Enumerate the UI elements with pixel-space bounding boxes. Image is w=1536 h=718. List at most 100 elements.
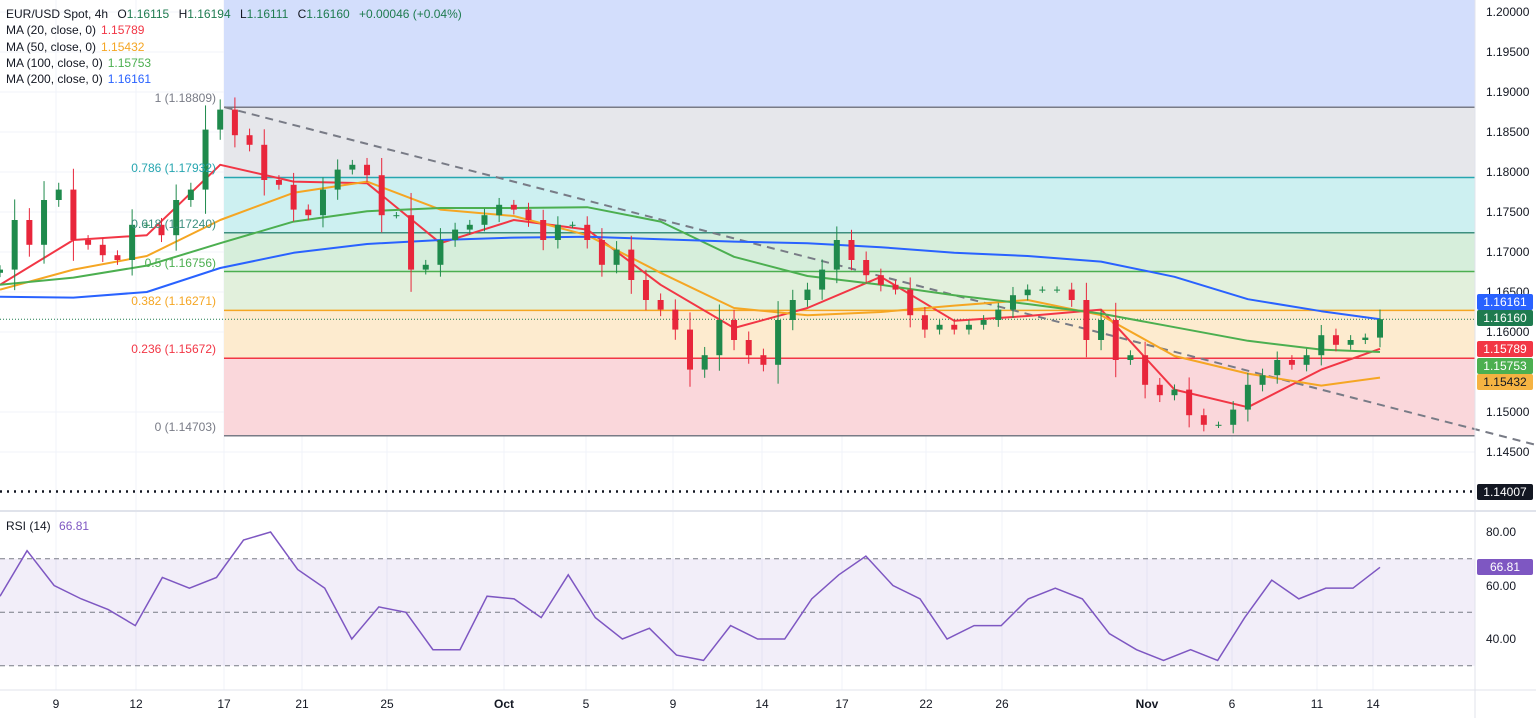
- candle: [1068, 282, 1075, 307]
- symbol-ohlc-row: EUR/USD Spot, 4h O1.16115 H1.16194 L1.16…: [6, 6, 462, 22]
- candle: [672, 299, 679, 340]
- ma-line-ma-200: [0, 235, 1381, 321]
- candle: [496, 197, 503, 223]
- candle: [980, 315, 987, 330]
- candle: [716, 304, 723, 371]
- time-axis-label: 26: [995, 697, 1009, 711]
- price-axis-label: 1.19500: [1486, 45, 1530, 59]
- ma-label: MA (200, close, 0): [6, 72, 103, 87]
- time-axis-label: 12: [129, 697, 143, 711]
- candle: [437, 228, 444, 277]
- open-label: O: [117, 7, 127, 21]
- time-axis-label: Nov: [1135, 697, 1159, 711]
- fib-level-label: 0.618 (1.17240): [131, 216, 216, 231]
- candle-body: [11, 220, 18, 270]
- candle: [334, 159, 341, 200]
- time-axis-label: 14: [755, 697, 769, 711]
- symbol-label[interactable]: EUR/USD Spot, 4h: [6, 7, 109, 21]
- candle: [584, 216, 591, 249]
- price-badge: 1.15789: [1477, 341, 1533, 357]
- candle: [1156, 377, 1163, 403]
- time-axis-label: Oct: [493, 697, 515, 711]
- price-axis-label: 1.17000: [1486, 245, 1530, 259]
- candle: [863, 251, 870, 284]
- candle: [1186, 377, 1193, 428]
- rsi-axis-label: 40.00: [1486, 632, 1517, 646]
- candle-body: [775, 320, 782, 365]
- candle-body: [907, 289, 914, 316]
- rsi-label[interactable]: RSI (14): [6, 519, 51, 533]
- candle-body: [496, 204, 503, 216]
- ma-legend-row[interactable]: MA (100, close, 0) 1.15753: [6, 55, 462, 71]
- candle: [1054, 286, 1061, 293]
- candle-body: [364, 164, 371, 176]
- candle-body: [1259, 375, 1266, 385]
- candle-body: [877, 275, 884, 285]
- low-label: L: [239, 7, 247, 21]
- candle-body: [1054, 289, 1061, 291]
- candle: [1230, 401, 1237, 434]
- candle: [936, 319, 943, 335]
- fib-zone: [224, 358, 1475, 436]
- price-axis-label: 1.15000: [1486, 405, 1530, 419]
- candle-body: [1186, 389, 1193, 416]
- candle-body: [1362, 337, 1369, 340]
- candle: [231, 97, 238, 148]
- candle-body: [1098, 320, 1105, 340]
- candle: [173, 184, 180, 251]
- candle-body: [1230, 409, 1237, 425]
- candle-body: [481, 215, 488, 225]
- ma-legend-row[interactable]: MA (200, close, 0) 1.16161: [6, 71, 462, 87]
- candle: [99, 237, 106, 263]
- candle-body: [554, 224, 561, 240]
- candle-body: [70, 189, 77, 240]
- candle: [129, 209, 136, 276]
- candle-body: [701, 355, 708, 370]
- candle: [70, 168, 77, 261]
- open-value: 1.16115: [126, 7, 170, 21]
- low-value: 1.16111: [246, 7, 289, 21]
- candle-body: [99, 244, 106, 256]
- candle-body: [231, 109, 238, 136]
- time-axis-label: 25: [380, 697, 394, 711]
- candle: [114, 250, 121, 265]
- candle-body: [951, 324, 958, 330]
- candle: [393, 212, 400, 219]
- candle-body: [26, 220, 33, 245]
- candle-body: [833, 240, 840, 270]
- candle-body: [41, 200, 48, 245]
- ma-value: 1.15753: [107, 55, 152, 70]
- ma-legend-row[interactable]: MA (20, close, 0) 1.15789: [6, 22, 462, 38]
- price-axis-label: 1.20000: [1486, 5, 1530, 19]
- candle: [1024, 284, 1031, 301]
- candle-body: [584, 224, 591, 240]
- candle: [510, 199, 517, 215]
- time-axis-label: 17: [217, 697, 231, 711]
- ma-line-ma-50: [0, 180, 1381, 387]
- candle-body: [657, 300, 664, 310]
- candle: [525, 202, 532, 227]
- high-value: 1.16194: [187, 7, 231, 21]
- price-badge: 1.15753: [1477, 358, 1533, 374]
- candle: [261, 129, 268, 196]
- candle: [1377, 309, 1383, 348]
- candle: [408, 192, 415, 292]
- candle-body: [290, 184, 297, 210]
- candle: [1244, 372, 1251, 422]
- ma-legend-row[interactable]: MA (50, close, 0) 1.15432: [6, 39, 462, 55]
- candle-body: [1215, 424, 1222, 426]
- candle: [745, 331, 752, 364]
- price-badge: 1.16161: [1477, 294, 1533, 310]
- ma-value: 1.16161: [107, 72, 152, 87]
- candle-body: [819, 269, 826, 290]
- candle: [1009, 286, 1016, 318]
- candle-body: [731, 320, 738, 340]
- ma-value: 1.15432: [101, 39, 145, 54]
- fib-zone: [224, 177, 1475, 233]
- candle-body: [1024, 289, 1031, 296]
- candle: [187, 182, 194, 207]
- price-axis-label: 1.14500: [1486, 445, 1530, 459]
- time-axis-label: 9: [52, 697, 60, 711]
- time-axis-label: 14: [1366, 697, 1380, 711]
